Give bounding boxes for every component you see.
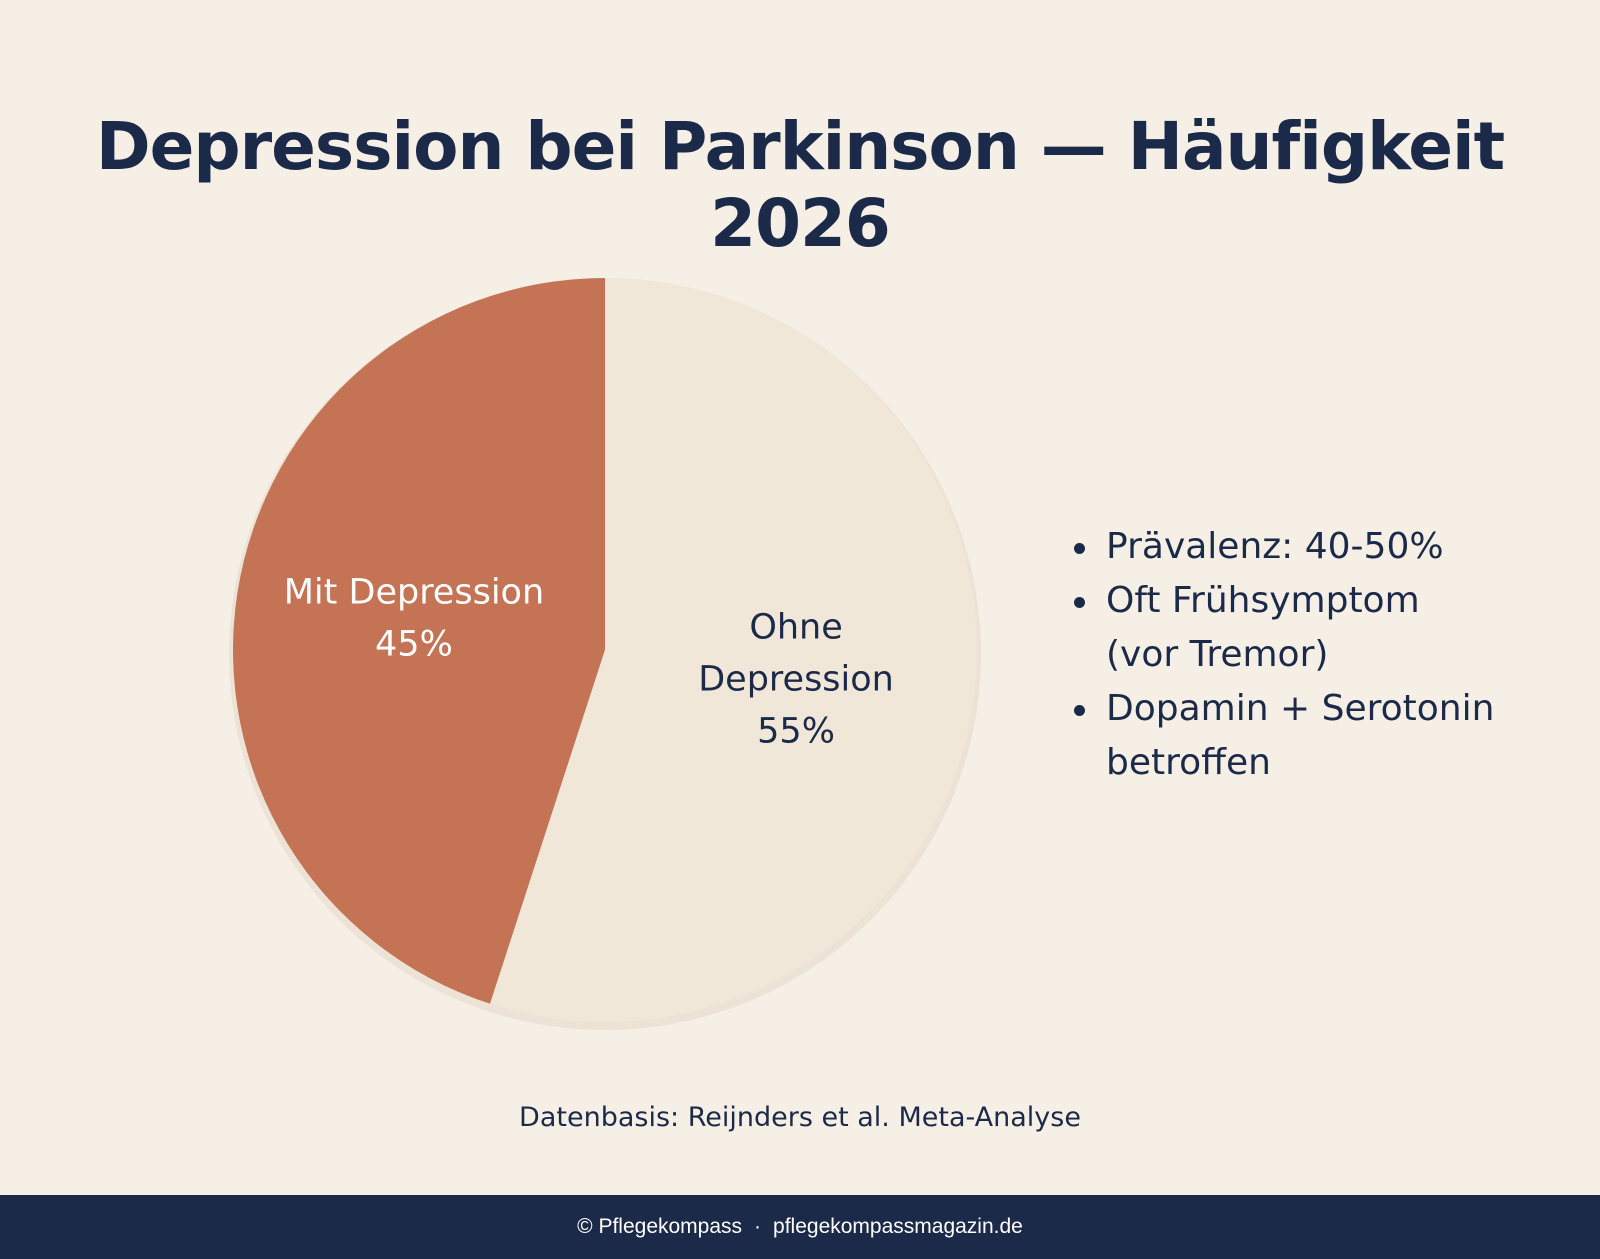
footer-site-link[interactable]: pflegekompassmagazin.de bbox=[773, 1215, 1023, 1238]
slice-category-label-0: Mit Depression bbox=[284, 573, 544, 613]
bullet-prevalence: Prävalenz: 40-50% bbox=[1070, 520, 1570, 574]
slice-value-label-1: 55% bbox=[757, 711, 835, 751]
pie-slice-0 bbox=[233, 278, 605, 1004]
bullet-line: Prävalenz: 40-50% bbox=[1106, 526, 1444, 567]
slice-category-label-1: Ohne bbox=[749, 607, 842, 647]
bullet-line: (vor Tremor) bbox=[1106, 634, 1329, 675]
bullet-neurotransmitters: Dopamin + Serotonin betroffen bbox=[1070, 682, 1570, 790]
slice-value-label-0: 45% bbox=[375, 625, 453, 665]
bullet-line: Dopamin + Serotonin bbox=[1106, 688, 1495, 729]
slice-category-label-1: Depression bbox=[698, 659, 894, 699]
pie-chart: Mit Depression 45% Ohne Depression 55% bbox=[229, 278, 981, 1030]
bullet-early-symptom: Oft Frühsymptom (vor Tremor) bbox=[1070, 574, 1570, 682]
bullet-line: betroffen bbox=[1106, 742, 1271, 783]
chart-title: Depression bei Parkinson — Häufigkeit 20… bbox=[95, 108, 1505, 262]
footer-separator: · bbox=[754, 1215, 762, 1238]
footer-bar: © Pflegekompass · pflegekompassmagazin.d… bbox=[0, 1195, 1600, 1259]
footer-copyright: © Pflegekompass bbox=[577, 1215, 743, 1238]
pie-slice-1 bbox=[490, 278, 978, 1023]
key-facts-list: Prävalenz: 40-50% Oft Frühsymptom (vor T… bbox=[1070, 520, 1570, 790]
bullet-line: Oft Frühsymptom bbox=[1106, 580, 1420, 621]
data-source-note: Datenbasis: Reijnders et al. Meta-Analys… bbox=[519, 1102, 1081, 1133]
